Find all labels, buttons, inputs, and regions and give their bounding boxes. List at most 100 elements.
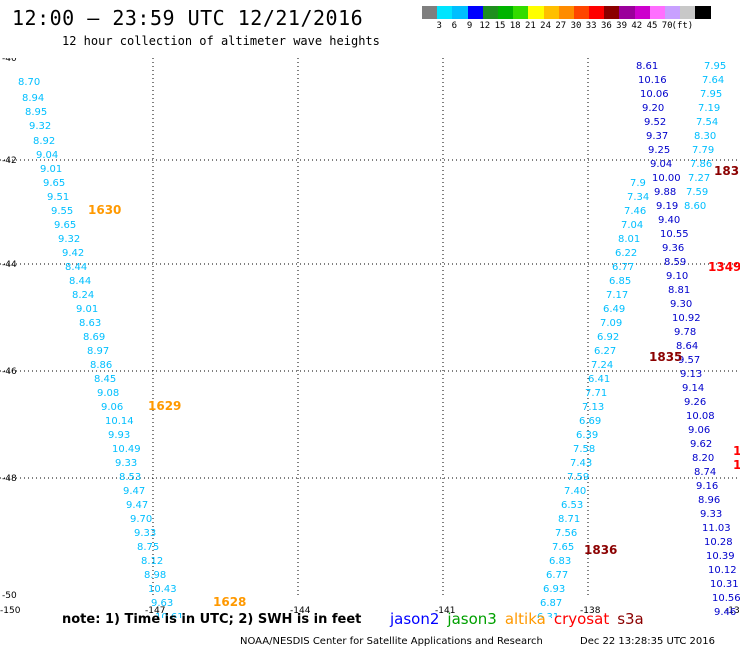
wave-height-value: 9.62 [690, 439, 712, 450]
wave-height-value: 8.75 [137, 542, 159, 553]
latitude-label: -46 [2, 367, 17, 377]
legend-label: 42 [631, 21, 643, 31]
wave-height-value: 9.88 [654, 187, 676, 198]
legend-label: 9 [466, 21, 473, 31]
satellite-name: altika [504, 610, 546, 628]
wave-height-value: 9.47 [126, 500, 148, 511]
wave-height-value: 8.24 [72, 290, 94, 301]
legend-label: 39 [616, 21, 628, 31]
wave-height-value: 9.78 [674, 327, 696, 338]
latitude-label: -40 [2, 58, 17, 64]
wave-height-value: 10.08 [686, 411, 715, 422]
wave-height-value: 8.81 [668, 285, 690, 296]
wave-height-value: 9.04 [650, 159, 672, 170]
wave-height-value: 10.06 [640, 89, 669, 100]
wave-height-value: 6.77 [612, 262, 634, 273]
wave-height-value: 8.86 [90, 360, 112, 371]
legend-swatch [619, 6, 635, 19]
wave-height-value: 9.16 [696, 481, 718, 492]
legend-swatch [422, 6, 438, 19]
wave-height-value: 8.30 [694, 131, 716, 142]
wave-height-value: 6.31 [537, 612, 559, 618]
wave-height-value: 6.49 [603, 304, 625, 315]
wave-height-value: 10.12 [708, 565, 737, 576]
wave-height-value: 9.32 [29, 121, 51, 132]
wave-height-value: 10.49 [112, 444, 141, 455]
legend-swatch [543, 6, 559, 19]
wave-height-value: 7.24 [591, 360, 613, 371]
wave-height-value: 8.69 [83, 332, 105, 343]
legend-label: 36 [600, 21, 612, 31]
wave-height-value: 9.65 [43, 178, 65, 189]
wave-height-value: 8.45 [94, 374, 116, 385]
wave-height-value: 9.52 [644, 117, 666, 128]
wave-height-value: 9.20 [642, 103, 664, 114]
wave-height-value: 11.03 [702, 523, 731, 534]
pass-time-label: 1835 [649, 350, 682, 364]
wave-height-value: 8.44 [69, 276, 91, 287]
legend-color-bar [422, 6, 740, 19]
wave-height-value: 7.46 [624, 206, 646, 217]
pass-time-label: 1349 [708, 260, 740, 274]
wave-height-value: 9.46 [714, 607, 736, 618]
map-subtitle: 12 hour collection of altimeter wave hei… [62, 34, 380, 48]
wave-height-value: 9.10 [666, 271, 688, 282]
legend-swatch [649, 6, 665, 19]
wave-height-value: 8.20 [692, 453, 714, 464]
wave-height-value: 8.97 [87, 346, 109, 357]
legend-swatch [695, 6, 711, 19]
legend-swatch [558, 6, 574, 19]
legend-swatch [467, 6, 483, 19]
wave-height-value: 9.42 [62, 248, 84, 259]
wave-height-value: 8.44 [65, 262, 87, 273]
wave-height-value: 8.71 [558, 514, 580, 525]
wave-height-value: 8.94 [22, 93, 44, 104]
latitude-label: -42 [2, 156, 17, 166]
wave-height-value: 10.16 [638, 75, 667, 86]
longitude-label: -147 [145, 606, 165, 616]
wave-height-value: 10.14 [105, 416, 134, 427]
legend-swatch [482, 6, 498, 19]
pass-time-label: 1 [733, 444, 740, 458]
longitude-label: -141 [435, 606, 455, 616]
wave-height-value: 6.92 [597, 332, 619, 343]
wave-height-value: 8.63 [79, 318, 101, 329]
wave-height-value: 6.93 [543, 584, 565, 595]
wave-height-value: 9.47 [123, 486, 145, 497]
wave-height-value: 7.59 [567, 472, 589, 483]
wave-height-value: 9.26 [684, 397, 706, 408]
wave-height-value: 9.13 [680, 369, 702, 380]
wave-height-value: 7.71 [585, 388, 607, 399]
wave-height-value: 9.70 [130, 514, 152, 525]
wave-height-value: 7.86 [690, 159, 712, 170]
wave-height-value: 7.64 [702, 75, 724, 86]
wave-height-value: 7.79 [692, 145, 714, 156]
wave-height-value: 7.95 [704, 61, 726, 72]
wave-height-value: 9.19 [656, 201, 678, 212]
wave-height-value: 6.83 [549, 556, 571, 567]
longitude-label: -138 [580, 606, 601, 616]
pass-time-label: 1628 [213, 595, 246, 609]
pass-time-label: 1629 [148, 399, 181, 413]
wave-height-value: 7.19 [698, 103, 720, 114]
pass-time-label: 1630 [88, 203, 121, 217]
wave-height-value: 7.54 [696, 117, 718, 128]
wave-height-value: 10.43 [148, 584, 177, 595]
wave-height-value: 8.64 [676, 341, 698, 352]
satellite-name: jason3 [447, 610, 497, 628]
wave-height-value: 10.00 [652, 173, 681, 184]
legend-label: 18 [509, 21, 521, 31]
wave-height-value: 10.56 [712, 593, 740, 604]
legend-label: 21 [524, 21, 536, 31]
longitude-label: -150 [0, 606, 21, 616]
wave-height-value: 9.57 [678, 355, 700, 366]
legend-swatch [634, 6, 650, 19]
legend-label: 24 [540, 21, 552, 31]
wave-height-value: 7.58 [573, 444, 595, 455]
wave-height-value: 6.27 [594, 346, 616, 357]
wave-height-value: 10.55 [660, 229, 689, 240]
legend-swatch [680, 6, 696, 19]
legend-label: 27 [555, 21, 567, 31]
wave-height-value: 8.98 [144, 570, 166, 581]
wave-height-value: 9.33 [700, 509, 722, 520]
